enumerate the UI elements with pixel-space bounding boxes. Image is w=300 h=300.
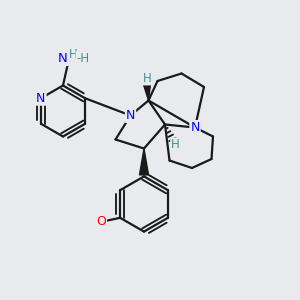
Text: H: H: [142, 71, 152, 85]
Text: N: N: [36, 92, 46, 105]
Text: N: N: [58, 52, 68, 65]
Text: N: N: [126, 109, 135, 122]
Text: H: H: [171, 138, 180, 152]
Text: -H: -H: [76, 52, 90, 65]
Polygon shape: [140, 148, 148, 175]
Polygon shape: [143, 84, 151, 100]
Text: O: O: [96, 215, 106, 228]
Text: H: H: [68, 48, 77, 62]
Text: N: N: [190, 121, 200, 134]
